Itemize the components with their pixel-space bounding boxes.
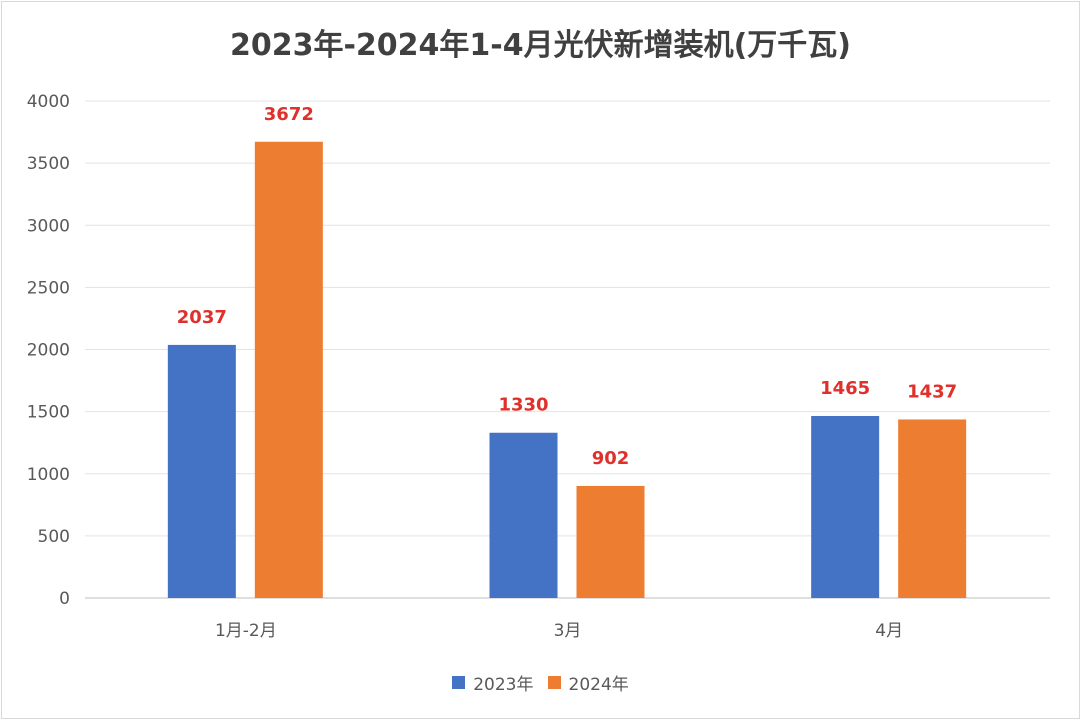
data-label: 3672 <box>264 104 314 125</box>
data-label: 1330 <box>498 395 548 416</box>
bar-2024年-4月 <box>898 419 967 598</box>
legend-item-2024: 2024年 <box>547 670 629 695</box>
data-label: 902 <box>592 448 630 469</box>
legend-label-2023: 2023年 <box>473 675 534 695</box>
bar-2023年-4月 <box>811 415 880 598</box>
y-tick-label: 3000 <box>27 216 70 236</box>
y-tick-label: 4000 <box>27 92 70 112</box>
legend: 2023年 2024年 <box>0 670 1081 695</box>
legend-item-2023: 2023年 <box>452 670 534 695</box>
bar-2024年-3月 <box>576 485 645 598</box>
bar-2023年-1月-2月 <box>167 344 236 598</box>
y-tick-label: 2500 <box>27 278 70 298</box>
legend-swatch-2023 <box>452 676 466 689</box>
y-tick-label: 1000 <box>27 465 70 485</box>
y-tick-label: 3500 <box>27 154 70 174</box>
bar-2023年-3月 <box>489 432 558 598</box>
x-tick-label: 4月 <box>875 621 903 641</box>
chart-title: 2023年-2024年1-4月光伏新增装机(万千瓦) <box>229 28 852 63</box>
data-label: 1465 <box>820 378 870 399</box>
data-label: 1437 <box>907 381 957 402</box>
x-tick-label: 1月-2月 <box>215 621 277 641</box>
y-tick-label: 500 <box>38 527 70 547</box>
legend-swatch-2024 <box>547 676 561 689</box>
bar-2024年-1月-2月 <box>254 141 323 598</box>
data-label: 2037 <box>177 307 227 328</box>
y-tick-label: 0 <box>59 589 70 609</box>
y-tick-label: 2000 <box>27 341 70 361</box>
x-tick-label: 3月 <box>554 621 582 641</box>
y-tick-label: 1500 <box>27 403 70 423</box>
legend-label-2024: 2024年 <box>568 675 629 695</box>
